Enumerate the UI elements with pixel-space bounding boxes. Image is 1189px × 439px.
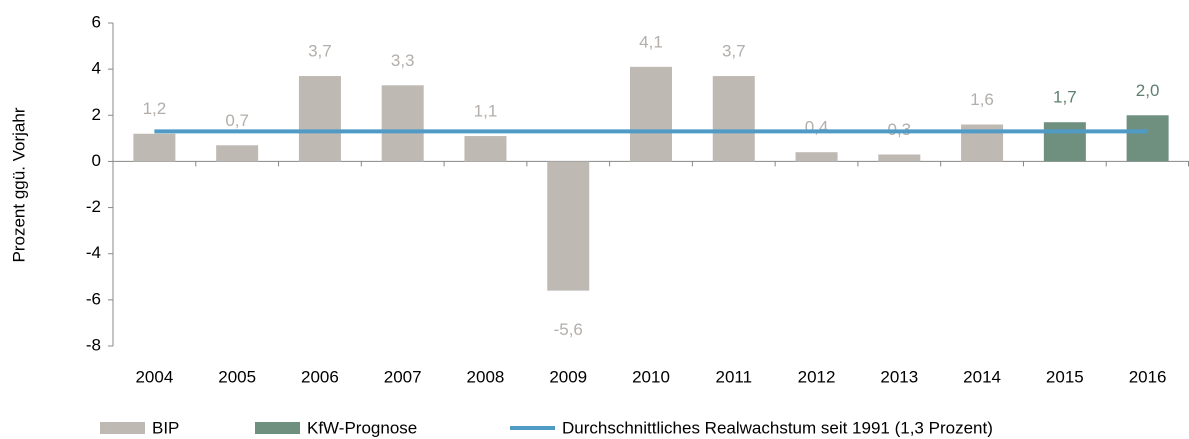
value-label: 2,0 [1136,81,1160,100]
bar [547,161,590,291]
y-tick-label: -8 [86,335,101,354]
bar [630,66,672,162]
bar [878,154,921,162]
bar [133,133,176,162]
y-tick-label: -4 [86,243,101,262]
value-label: 1,2 [143,99,167,118]
x-tick-label: 2004 [135,367,173,386]
bar [216,145,259,162]
legend-swatch [255,422,300,434]
y-tick-label: 2 [92,105,101,124]
x-tick-label: 2011 [715,367,752,386]
y-tick-label: -6 [86,289,101,308]
x-tick-label: 2014 [963,367,1001,386]
x-tick-label: 2013 [880,367,918,386]
x-tick-label: 2006 [301,367,339,386]
legend-label: Durchschnittliches Realwachstum seit 199… [562,418,993,437]
y-tick-label: 4 [92,59,101,78]
x-tick-label: 2012 [798,367,836,386]
value-label: -5,6 [554,320,583,339]
y-tick-label: -2 [86,197,101,216]
value-label: 3,7 [308,42,332,61]
bar [464,136,507,162]
bar [1126,115,1169,162]
legend-label: KfW-Prognose [307,418,417,437]
value-label: 1,6 [970,90,994,109]
y-tick-label: 0 [92,151,101,170]
y-tick-label: 6 [92,12,101,31]
value-label: 3,3 [391,51,415,70]
x-tick-label: 2015 [1046,367,1084,386]
bar [795,152,838,162]
value-label: 1,1 [474,102,498,121]
y-axis-label: Prozent ggü. Vorjahr [9,107,28,262]
x-tick-label: 2007 [384,367,422,386]
x-tick-label: 2010 [632,367,670,386]
value-label: 0,4 [805,118,829,137]
bar [298,76,341,162]
legend-label: BIP [152,418,179,437]
x-tick-label: 2008 [467,367,505,386]
x-tick-label: 2005 [218,367,256,386]
bar [381,85,424,162]
value-label: 4,1 [639,32,663,51]
x-tick-label: 2016 [1129,367,1167,386]
value-label: 3,7 [722,42,746,61]
bar [1043,122,1086,162]
x-tick-label: 2009 [549,367,587,386]
bar [712,76,755,162]
legend-swatch [100,422,145,434]
value-label: 0,7 [225,111,249,130]
value-label: 1,7 [1053,88,1077,107]
